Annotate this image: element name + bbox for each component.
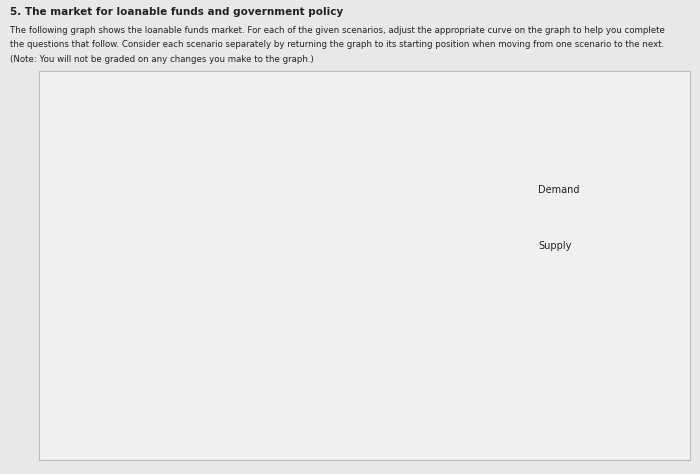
- Text: (Note: You will not be graded on any changes you make to the graph.): (Note: You will not be graded on any cha…: [10, 55, 314, 64]
- Text: 5. The market for loanable funds and government policy: 5. The market for loanable funds and gov…: [10, 7, 344, 17]
- Text: Supply: Supply: [270, 214, 303, 224]
- Y-axis label: INTEREST RATE (Percent): INTEREST RATE (Percent): [71, 219, 80, 331]
- Text: Demand: Demand: [538, 184, 580, 195]
- Circle shape: [427, 105, 451, 129]
- Text: The following graph shows the loanable funds market. For each of the given scena: The following graph shows the loanable f…: [10, 26, 666, 35]
- Text: Supply: Supply: [538, 241, 572, 252]
- X-axis label: LOANABLE FUNDS (Billions of dollars): LOANABLE FUNDS (Billions of dollars): [175, 436, 343, 445]
- Text: ?: ?: [436, 110, 442, 124]
- Text: Demand: Demand: [266, 332, 307, 343]
- Text: the questions that follow. Consider each scenario separately by returning the gr: the questions that follow. Consider each…: [10, 40, 665, 49]
